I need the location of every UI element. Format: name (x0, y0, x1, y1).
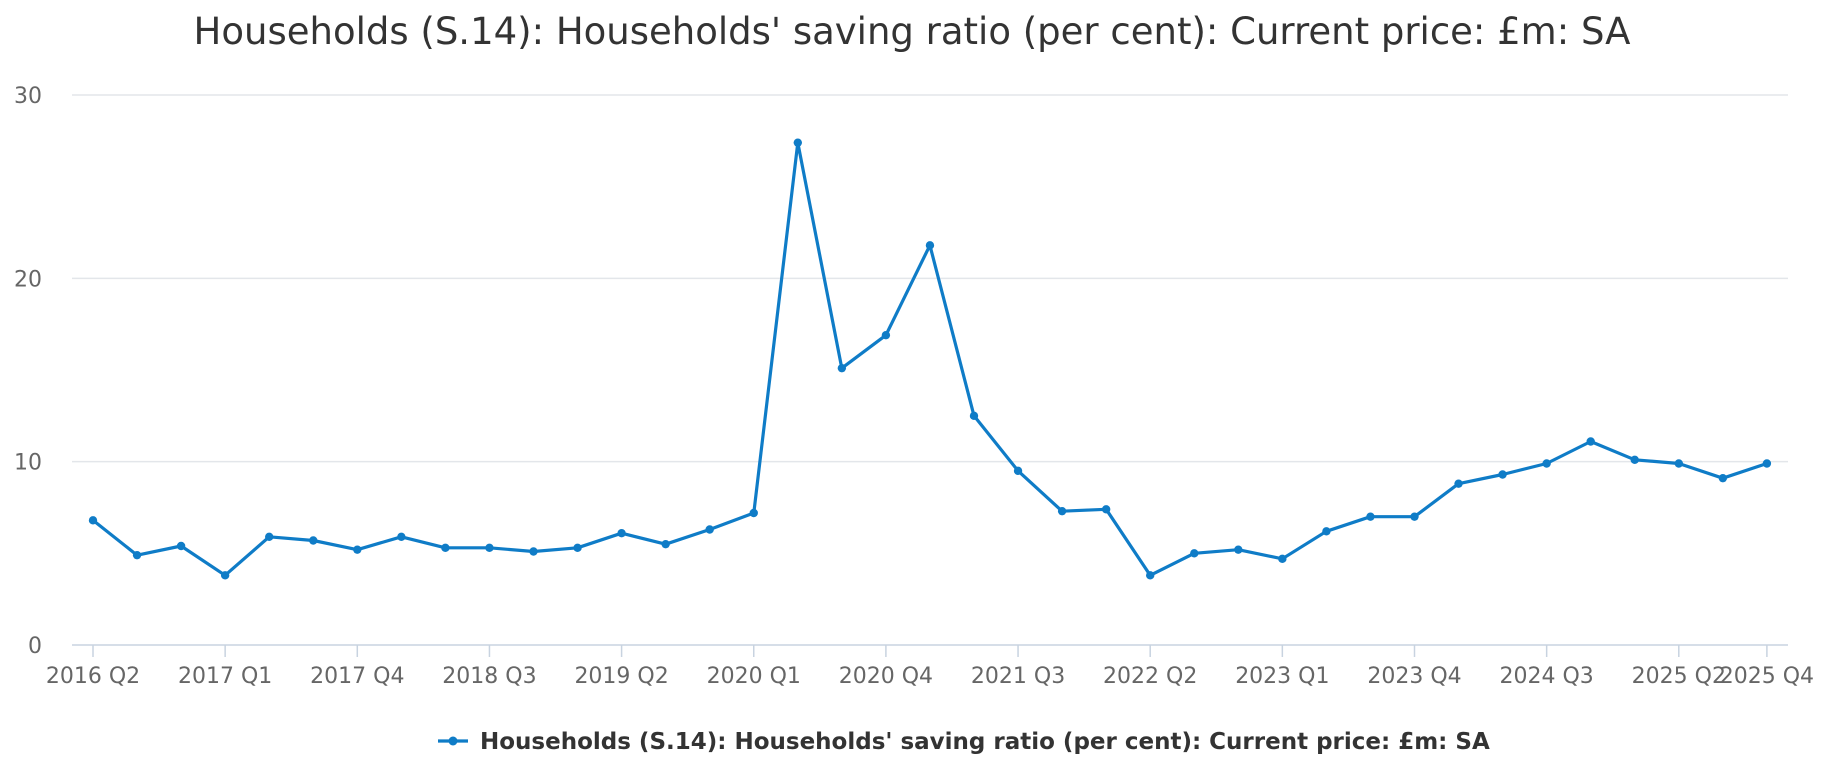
data-point-2018-Q3 (485, 543, 494, 553)
data-point-2017-Q4 (353, 545, 362, 554)
data-point-2020-Q4 (881, 330, 891, 340)
legend-label: Households (S.14): Households' saving ra… (480, 729, 1490, 755)
y-tick-label-30: 30 (14, 84, 42, 109)
x-tick-label-2025-Q2: 2025 Q2 (1632, 664, 1726, 689)
grid-lines (72, 94, 1788, 463)
chart-title: Households (S.14): Households' saving ra… (193, 10, 1631, 53)
x-tick-label-2022-Q2: 2022 Q2 (1103, 664, 1197, 689)
data-point-2021-Q1 (925, 241, 935, 250)
data-point-2025-Q3 (1718, 473, 1728, 483)
data-point-2017-Q3 (309, 536, 318, 545)
data-point-2019-Q2 (617, 528, 626, 538)
y-axis: 0 10 20 30 (14, 84, 42, 659)
data-point-2021-Q2 (969, 411, 979, 421)
data-point-2020-Q2 (793, 138, 802, 147)
x-tick-label-2023-Q1: 2023 Q1 (1235, 664, 1329, 689)
y-tick-label-20: 20 (14, 267, 42, 292)
x-tick-label-2024-Q3: 2024 Q3 (1500, 664, 1594, 689)
data-point-2022-Q4 (1234, 545, 1243, 554)
x-tick-label-2025-Q4: 2025 Q4 (1720, 664, 1814, 689)
data-point-2019-Q1 (573, 543, 582, 553)
x-tick-label-2020-Q4: 2020 Q4 (839, 664, 933, 689)
data-point-2025-Q4 (1762, 459, 1772, 468)
data-point-2024-Q3 (1542, 459, 1551, 468)
data-point-2024-Q2 (1498, 470, 1507, 479)
x-tick-label-2018-Q3: 2018 Q3 (442, 664, 536, 689)
data-point-2022-Q1 (1101, 505, 1111, 514)
x-tick-label-2017-Q4: 2017 Q4 (310, 664, 404, 689)
data-point-2016-Q4 (176, 541, 186, 551)
data-point-2021-Q3 (1013, 466, 1023, 476)
x-tick-labels: 2016 Q2 2017 Q1 2017 Q4 2018 Q3 2019 Q2 2020 … (46, 645, 1814, 689)
data-point-2024-Q1 (1454, 479, 1463, 488)
data-point-2016-Q3 (132, 550, 142, 560)
data-point-2025-Q1 (1630, 455, 1639, 465)
x-tick-label-2017-Q1: 2017 Q1 (178, 664, 272, 689)
data-point-2019-Q3 (661, 539, 670, 549)
series-line-0 (91, 141, 1769, 577)
x-tick-label-2020-Q1: 2020 Q1 (707, 664, 801, 689)
data-point-2022-Q2 (1146, 571, 1155, 580)
data-point-2023-Q3 (1366, 512, 1375, 521)
data-point-2022-Q3 (1190, 549, 1199, 558)
data-point-2023-Q2 (1322, 527, 1331, 536)
legend-marker-icon (448, 736, 458, 746)
legend[interactable]: Households (S.14): Households' saving ra… (438, 729, 1490, 755)
y-tick-label-10: 10 (14, 451, 42, 476)
x-tick-label-2019-Q2: 2019 Q2 (574, 664, 668, 689)
data-point-2017-Q1 (220, 571, 230, 580)
data-point-2019-Q4 (705, 525, 714, 534)
data-point-2016-Q2 (88, 516, 98, 525)
y-tick-label-0: 0 (28, 634, 42, 659)
data-point-2023-Q4 (1410, 512, 1419, 521)
data-point-2018-Q1 (397, 532, 406, 542)
data-point-2018-Q4 (529, 547, 538, 556)
data-point-2020-Q1 (749, 508, 758, 518)
data-point-2017-Q2 (265, 532, 274, 542)
x-tick-label-2023-Q4: 2023 Q4 (1367, 664, 1461, 689)
series-layer (88, 138, 1772, 580)
data-point-2025-Q2 (1674, 459, 1684, 468)
data-point-2024-Q4 (1586, 437, 1595, 446)
data-point-2020-Q3 (837, 363, 847, 373)
data-point-2018-Q2 (441, 543, 450, 553)
data-point-2021-Q4 (1057, 506, 1067, 516)
x-tick-label-2016-Q2: 2016 Q2 (46, 664, 140, 689)
data-point-2023-Q1 (1278, 554, 1287, 564)
x-tick-label-2021-Q3: 2021 Q3 (971, 664, 1065, 689)
